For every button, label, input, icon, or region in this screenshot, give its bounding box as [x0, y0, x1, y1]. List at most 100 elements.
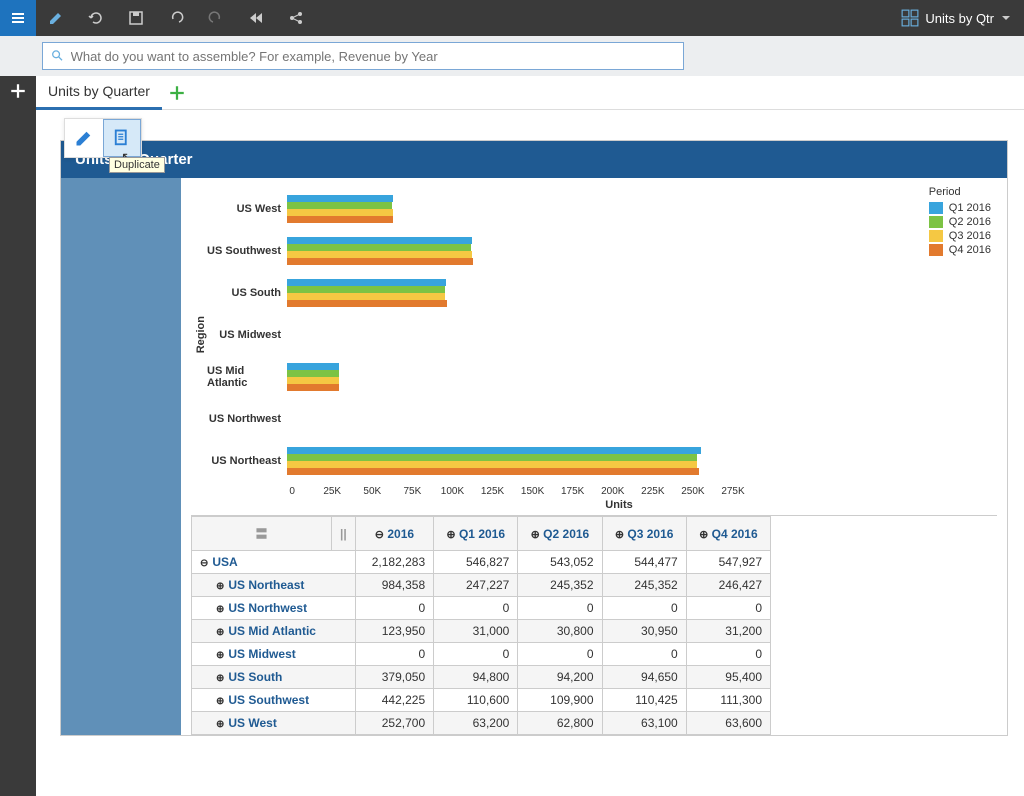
- bar[interactable]: [287, 216, 393, 223]
- cell: 984,358: [355, 574, 433, 597]
- bar[interactable]: [287, 377, 339, 384]
- row-label[interactable]: ⊕US West: [192, 712, 356, 735]
- category-label: US Southwest: [207, 230, 287, 272]
- bar[interactable]: [287, 447, 701, 454]
- column-header[interactable]: ⊕ Q2 2016: [518, 517, 602, 551]
- undo-button[interactable]: [156, 0, 196, 36]
- panel-edit-button[interactable]: [65, 119, 103, 157]
- legend-label: Q4 2016: [949, 244, 991, 256]
- x-tick: 50K: [352, 486, 392, 497]
- x-tick: 250K: [673, 486, 713, 497]
- cell: 546,827: [434, 551, 518, 574]
- x-tick: 75K: [392, 486, 432, 497]
- table-row[interactable]: ⊕US Northwest00000: [192, 597, 771, 620]
- legend-swatch: [929, 216, 943, 228]
- bar[interactable]: [287, 384, 339, 391]
- bar[interactable]: [287, 209, 393, 216]
- row-label[interactable]: ⊕US Northwest: [192, 597, 356, 620]
- edit-button[interactable]: [36, 0, 76, 36]
- plus-icon: [9, 82, 27, 100]
- row-handle-header[interactable]: 〓: [192, 517, 332, 551]
- cell: 0: [518, 643, 602, 666]
- panel-side: [61, 178, 181, 735]
- legend-swatch: [929, 202, 943, 214]
- legend-swatch: [929, 230, 943, 242]
- x-axis-label: Units: [241, 499, 997, 511]
- bar[interactable]: [287, 370, 339, 377]
- cell: 2,182,283: [355, 551, 433, 574]
- cell: 31,000: [434, 620, 518, 643]
- bar[interactable]: [287, 279, 446, 286]
- cell: 245,352: [518, 574, 602, 597]
- add-sheet-button[interactable]: [9, 82, 27, 103]
- row-label[interactable]: ⊕US Southwest: [192, 689, 356, 712]
- bar-row: [287, 398, 747, 440]
- bar[interactable]: [287, 237, 472, 244]
- refresh-button[interactable]: [76, 0, 116, 36]
- cell: 252,700: [355, 712, 433, 735]
- legend-item[interactable]: Q2 2016: [929, 216, 991, 228]
- col-handle-header[interactable]: ||: [332, 517, 356, 551]
- bar-row: [287, 230, 747, 272]
- table-row[interactable]: ⊖USA2,182,283546,827543,052544,477547,92…: [192, 551, 771, 574]
- bar[interactable]: [287, 258, 473, 265]
- column-header[interactable]: ⊕ Q3 2016: [602, 517, 686, 551]
- table-row[interactable]: ⊕US South379,05094,80094,20094,65095,400: [192, 666, 771, 689]
- share-button[interactable]: [276, 0, 316, 36]
- bar[interactable]: [287, 468, 699, 475]
- bar[interactable]: [287, 202, 392, 209]
- bar[interactable]: [287, 293, 445, 300]
- cell: 0: [434, 643, 518, 666]
- column-header[interactable]: ⊕ Q1 2016: [434, 517, 518, 551]
- pencil-icon: [48, 10, 64, 26]
- cell: 110,600: [434, 689, 518, 712]
- row-label[interactable]: ⊖USA: [192, 551, 356, 574]
- search-input[interactable]: [71, 49, 675, 64]
- bar-row: [287, 440, 747, 482]
- legend-item[interactable]: Q1 2016: [929, 202, 991, 214]
- search-bar[interactable]: [42, 42, 684, 70]
- column-header[interactable]: ⊖ 2016: [355, 517, 433, 551]
- cell: 0: [434, 597, 518, 620]
- row-label[interactable]: ⊕US South: [192, 666, 356, 689]
- bar[interactable]: [287, 300, 447, 307]
- cell: 442,225: [355, 689, 433, 712]
- bar[interactable]: [287, 244, 471, 251]
- grid-icon[interactable]: [901, 9, 919, 27]
- panel: Units by Quarter Period Q1 2016Q2 2016Q3…: [60, 140, 1008, 736]
- legend-item[interactable]: Q3 2016: [929, 230, 991, 242]
- table-row[interactable]: ⊕US Mid Atlantic123,95031,00030,80030,95…: [192, 620, 771, 643]
- row-label[interactable]: ⊕US Mid Atlantic: [192, 620, 356, 643]
- bar[interactable]: [287, 363, 339, 370]
- bar[interactable]: [287, 461, 697, 468]
- sheet-dropdown-label[interactable]: Units by Qtr: [925, 11, 994, 26]
- chevron-down-icon[interactable]: [1000, 12, 1012, 24]
- menu-button[interactable]: [0, 0, 36, 36]
- column-header[interactable]: ⊕ Q4 2016: [686, 517, 770, 551]
- bar[interactable]: [287, 195, 393, 202]
- tab-units-by-quarter[interactable]: Units by Quarter: [36, 76, 162, 110]
- legend-label: Q2 2016: [949, 216, 991, 228]
- save-button[interactable]: [116, 0, 156, 36]
- cell: 0: [686, 643, 770, 666]
- rewind-button[interactable]: [236, 0, 276, 36]
- table-row[interactable]: ⊕US Northeast984,358247,227245,352245,35…: [192, 574, 771, 597]
- bar[interactable]: [287, 454, 697, 461]
- redo-button[interactable]: [196, 0, 236, 36]
- bar[interactable]: [287, 251, 472, 258]
- table-row[interactable]: ⊕US Midwest00000: [192, 643, 771, 666]
- row-label[interactable]: ⊕US Northeast: [192, 574, 356, 597]
- cell: 94,200: [518, 666, 602, 689]
- bar[interactable]: [287, 286, 445, 293]
- table-row[interactable]: ⊕US Southwest442,225110,600109,900110,42…: [192, 689, 771, 712]
- x-tick: 175K: [553, 486, 593, 497]
- top-toolbar: Units by Qtr: [0, 0, 1024, 36]
- x-tick: 100K: [432, 486, 472, 497]
- bar-row: [287, 356, 747, 398]
- tab-add-button[interactable]: [162, 84, 192, 102]
- table-row[interactable]: ⊕US West252,70063,20062,80063,10063,600: [192, 712, 771, 735]
- legend-item[interactable]: Q4 2016: [929, 244, 991, 256]
- legend-label: Q3 2016: [949, 230, 991, 242]
- row-label[interactable]: ⊕US Midwest: [192, 643, 356, 666]
- category-label: US Northwest: [207, 398, 287, 440]
